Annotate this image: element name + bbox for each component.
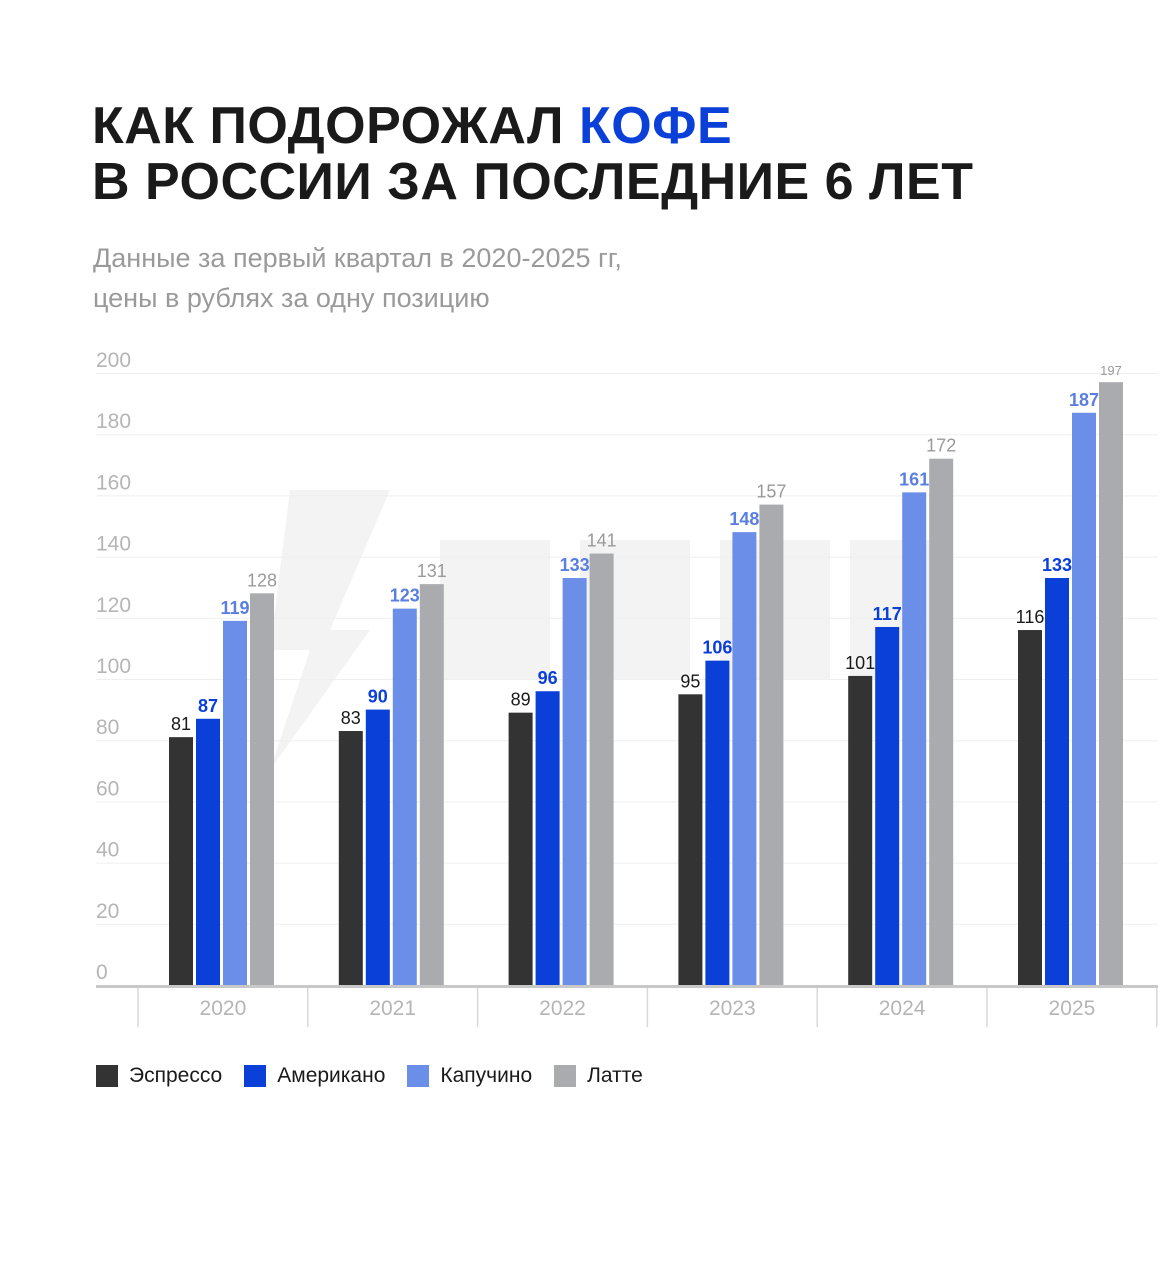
bar bbox=[535, 691, 560, 985]
title-part1: КАК ПОДОРОЖАЛ bbox=[92, 97, 579, 155]
legend-label: Латте bbox=[587, 1064, 643, 1087]
y-tick-label: 160 bbox=[96, 471, 131, 494]
data-label: 187 bbox=[1069, 390, 1099, 410]
data-label: 157 bbox=[756, 482, 786, 502]
data-label: 81 bbox=[171, 714, 191, 734]
data-label: 83 bbox=[341, 708, 361, 728]
bar bbox=[705, 660, 730, 985]
x-tick-label: 2020 bbox=[200, 997, 247, 1020]
bar bbox=[848, 675, 873, 985]
data-label: 133 bbox=[1042, 555, 1072, 575]
legend-swatch bbox=[96, 1065, 118, 1087]
subtitle-line2: цены в рублях за одну позицию bbox=[93, 283, 490, 313]
data-label: 148 bbox=[729, 509, 759, 529]
y-tick-label: 20 bbox=[96, 900, 119, 923]
y-tick-label: 120 bbox=[96, 594, 131, 617]
data-label: 89 bbox=[511, 690, 531, 710]
legend-label: Капучино bbox=[440, 1064, 533, 1087]
legend-label: Эспрессо bbox=[129, 1064, 223, 1087]
x-tick-label: 2023 bbox=[709, 997, 756, 1020]
data-label: 172 bbox=[926, 436, 956, 456]
data-label: 128 bbox=[247, 570, 277, 590]
title-accent: КОФЕ bbox=[578, 97, 733, 155]
bar bbox=[196, 718, 220, 985]
y-tick-label: 60 bbox=[96, 777, 119, 800]
legend-label: Американо bbox=[277, 1064, 386, 1087]
data-label: 106 bbox=[702, 638, 732, 658]
y-tick-label: 40 bbox=[96, 839, 119, 862]
data-label: 161 bbox=[899, 469, 929, 489]
data-label: 123 bbox=[390, 586, 420, 606]
legend-item: Американо bbox=[244, 1064, 385, 1088]
bar bbox=[419, 584, 444, 985]
bar bbox=[759, 504, 784, 985]
data-label: 117 bbox=[873, 604, 902, 624]
data-label: 131 bbox=[417, 561, 447, 581]
bar bbox=[929, 458, 954, 985]
chart-title: КАК ПОДОРОЖАЛ КОФЕ В РОССИИ ЗА ПОСЛЕДНИЕ… bbox=[92, 98, 973, 210]
bar bbox=[392, 608, 417, 985]
bar bbox=[1072, 412, 1096, 985]
bar bbox=[223, 620, 247, 985]
y-tick-label: 0 bbox=[96, 961, 108, 984]
subtitle-line1: Данные за первый квартал в 2020-2025 гг, bbox=[93, 243, 622, 273]
data-label: 101 bbox=[845, 653, 875, 673]
data-label: 141 bbox=[587, 531, 617, 551]
bar bbox=[338, 731, 363, 985]
bar bbox=[365, 709, 390, 985]
bar bbox=[678, 694, 703, 985]
y-tick-label: 180 bbox=[96, 410, 131, 433]
y-tick-label: 100 bbox=[96, 655, 131, 678]
data-label: 90 bbox=[368, 687, 388, 707]
bar bbox=[1045, 578, 1069, 985]
legend-item: Эспрессо bbox=[96, 1064, 222, 1088]
bar bbox=[1099, 382, 1123, 985]
legend-swatch bbox=[407, 1065, 430, 1087]
legend-item: Латте bbox=[554, 1064, 643, 1088]
bar bbox=[875, 626, 900, 985]
bar bbox=[902, 492, 927, 985]
data-label: 87 bbox=[198, 696, 218, 716]
title-line2: В РОССИИ ЗА ПОСЛЕДНИЕ 6 ЛЕТ bbox=[92, 153, 974, 211]
bar bbox=[1018, 630, 1042, 985]
bar-chart: 0 20 40 60 80 100 120 140 160 180 200 81 87 119 128 83 9… bbox=[96, 349, 1158, 1027]
data-label: 119 bbox=[220, 598, 249, 618]
y-tick-label: 80 bbox=[96, 716, 119, 739]
chart-legend: Эспрессо Американо Капучино Латте bbox=[96, 1064, 665, 1088]
bar bbox=[508, 712, 533, 985]
bar bbox=[169, 737, 193, 985]
bar bbox=[732, 532, 757, 985]
bar bbox=[589, 553, 614, 985]
data-label: 116 bbox=[1016, 607, 1045, 627]
legend-item: Капучино bbox=[407, 1064, 532, 1088]
data-label: 96 bbox=[538, 668, 558, 688]
data-label: 133 bbox=[560, 555, 590, 575]
y-tick-label: 140 bbox=[96, 533, 131, 556]
x-tick-label: 2021 bbox=[369, 997, 416, 1020]
data-label: 197 bbox=[1100, 363, 1122, 378]
chart-subtitle: Данные за первый квартал в 2020-2025 гг,… bbox=[93, 238, 622, 318]
legend-swatch bbox=[554, 1065, 577, 1087]
data-label: 95 bbox=[680, 671, 700, 691]
legend-swatch bbox=[244, 1065, 267, 1087]
y-tick-label: 200 bbox=[96, 349, 131, 372]
bar bbox=[250, 593, 274, 985]
x-tick-label: 2024 bbox=[879, 997, 926, 1020]
x-tick-label: 2022 bbox=[539, 997, 586, 1020]
bar bbox=[562, 578, 587, 985]
x-tick-label: 2025 bbox=[1049, 997, 1096, 1020]
